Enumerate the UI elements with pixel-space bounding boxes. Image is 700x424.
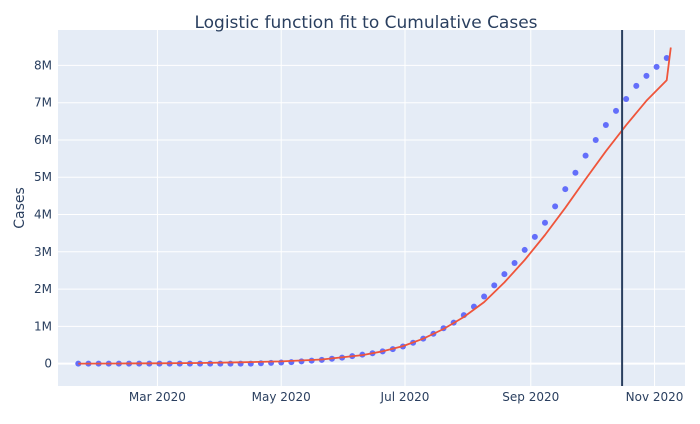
data-point <box>491 282 498 289</box>
x-tick-labels: Mar 2020 May 2020 Jul 2020 Sep 2020 Nov 2020 <box>129 390 684 404</box>
y-tick-label: 8M <box>34 58 52 72</box>
series <box>75 47 672 367</box>
data-point <box>643 72 650 79</box>
logistic-fit-line <box>78 47 672 365</box>
data-point <box>511 259 518 266</box>
x-tick-label: Nov 2020 <box>626 390 684 404</box>
data-point <box>582 152 589 159</box>
y-tick-label: 4M <box>34 208 52 222</box>
plot-area <box>58 30 685 386</box>
data-point <box>531 233 538 240</box>
chart-title: Logistic function fit to Cumulative Case… <box>194 13 537 33</box>
x-tick-label: Sep 2020 <box>502 390 559 404</box>
y-tick-labels: 0 1M 2M 3M 4M 5M 6M 7M 8M <box>34 58 52 370</box>
data-point <box>623 95 630 102</box>
y-tick-label: 3M <box>34 245 52 259</box>
data-point <box>592 136 599 143</box>
x-tick-label: Mar 2020 <box>129 390 186 404</box>
data-point <box>663 54 670 61</box>
y-tick-label: 1M <box>34 319 52 333</box>
data-point <box>217 360 224 367</box>
data-point <box>75 360 82 367</box>
y-axis-label: Cases <box>12 187 28 229</box>
data-point <box>541 219 548 226</box>
data-point <box>501 271 508 278</box>
data-point <box>481 293 488 300</box>
data-point <box>521 246 528 253</box>
y-tick-label: 0 <box>44 357 52 371</box>
data-point <box>572 169 579 176</box>
data-point <box>562 186 569 193</box>
y-tick-label: 5M <box>34 170 52 184</box>
y-tick-label: 7M <box>34 96 52 110</box>
x-tick-label: May 2020 <box>252 390 311 404</box>
data-point <box>227 360 234 367</box>
y-tick-label: 6M <box>34 133 52 147</box>
data-point <box>633 82 640 89</box>
data-point <box>613 107 620 114</box>
y-tick-label: 2M <box>34 282 52 296</box>
data-point <box>552 203 559 210</box>
data-point <box>602 122 609 129</box>
x-tick-label: Jul 2020 <box>380 390 430 404</box>
data-point <box>653 63 660 70</box>
